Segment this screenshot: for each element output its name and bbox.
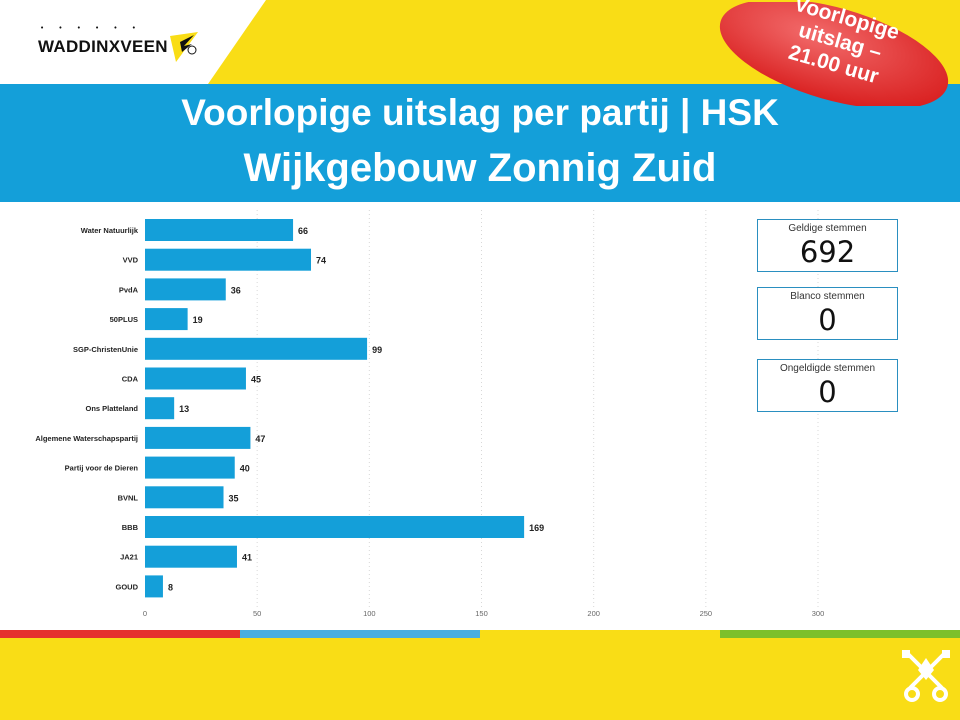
crossed-keys-icon	[902, 650, 950, 702]
stripe-red	[0, 630, 240, 638]
category-label: GOUD	[116, 582, 139, 591]
category-label: Partij voor de Dieren	[65, 464, 139, 473]
blank-votes-value: 0	[818, 303, 837, 337]
stripe-blue	[240, 630, 480, 638]
blank-votes-label: Blanco stemmen	[790, 291, 865, 302]
value-label: 169	[529, 523, 544, 533]
logo-text: WADDINXVEEN	[38, 37, 168, 56]
category-label: BBB	[122, 523, 139, 532]
bar	[145, 575, 163, 598]
value-label: 66	[298, 226, 308, 236]
bird-wing-icon	[169, 32, 198, 62]
x-tick-label: 150	[475, 609, 488, 618]
bar	[145, 516, 525, 538]
bar	[145, 219, 294, 241]
bar	[145, 367, 246, 390]
category-label: Algemene Waterschapspartij	[35, 434, 138, 443]
value-label: 36	[231, 285, 241, 295]
invalid-votes-card: Ongeldigde stemmen 0	[757, 359, 898, 412]
category-label: Water Natuurlijk	[81, 226, 139, 235]
category-label: 50PLUS	[110, 315, 138, 324]
x-tick-label: 300	[812, 609, 825, 618]
title-band	[0, 84, 960, 202]
bar	[145, 426, 251, 449]
value-label: 40	[240, 464, 250, 474]
chart-gridlines	[256, 210, 819, 607]
x-tick-label: 200	[587, 609, 600, 618]
bar	[145, 397, 175, 420]
value-label: 13	[179, 404, 189, 414]
bar	[145, 545, 237, 568]
category-label: PvdA	[119, 285, 139, 294]
chart-value-labels: 66 74 36 19 99 45 13 47 40 35 169 41 8	[168, 226, 544, 592]
chart-category-labels: Water Natuurlijk VVD PvdA 50PLUS SGP-Christe…	[35, 226, 138, 591]
valid-votes-label: Geldige stemmen	[788, 223, 867, 234]
category-label: BVNL	[118, 493, 139, 502]
page-title: Voorlopige uitslag per partij | HSK	[181, 92, 779, 133]
value-label: 41	[242, 553, 252, 563]
logo-background	[0, 0, 266, 84]
bar	[145, 337, 368, 360]
value-label: 19	[193, 315, 203, 325]
bar	[145, 308, 188, 331]
waddinxveen-logo: • • • • • • WADDINXVEEN	[38, 24, 198, 64]
chart-bars	[145, 219, 525, 598]
party-results-chart: Water Natuurlijk VVD PvdA 50PLUS SGP-Christe…	[35, 210, 824, 618]
category-label: JA21	[120, 553, 138, 562]
stripe-green	[720, 630, 960, 638]
category-label: SGP-ChristenUnie	[73, 345, 138, 354]
bar	[145, 248, 312, 271]
stripe-yellow	[480, 630, 720, 638]
value-label: 35	[229, 493, 239, 503]
value-label: 99	[372, 345, 382, 355]
invalid-votes-label: Ongeldigde stemmen	[779, 363, 876, 374]
blank-votes-card: Blanco stemmen 0	[757, 287, 898, 340]
bar	[145, 486, 224, 509]
x-tick-label: 50	[253, 609, 261, 618]
logo-dots: • • • • • •	[40, 24, 142, 32]
value-label: 74	[316, 256, 326, 266]
value-label: 8	[168, 582, 173, 592]
category-label: Ons Platteland	[85, 404, 138, 413]
page-subtitle: Wijkgebouw Zonnig Zuid	[243, 146, 717, 190]
footer-band	[0, 638, 960, 720]
x-tick-label: 0	[143, 609, 147, 618]
chart-x-axis: 0 50 100 150 200 250 300	[143, 609, 824, 618]
value-label: 45	[251, 375, 261, 385]
valid-votes-value: 692	[799, 235, 856, 269]
category-label: VVD	[123, 256, 139, 265]
provisional-badge	[719, 2, 949, 106]
bar	[145, 456, 235, 479]
x-tick-label: 100	[363, 609, 376, 618]
category-label: CDA	[122, 375, 139, 384]
invalid-votes-value: 0	[818, 375, 837, 409]
valid-votes-card: Geldige stemmen 692	[757, 219, 898, 272]
x-tick-label: 250	[700, 609, 713, 618]
bar	[145, 278, 226, 301]
value-label: 47	[255, 434, 265, 444]
